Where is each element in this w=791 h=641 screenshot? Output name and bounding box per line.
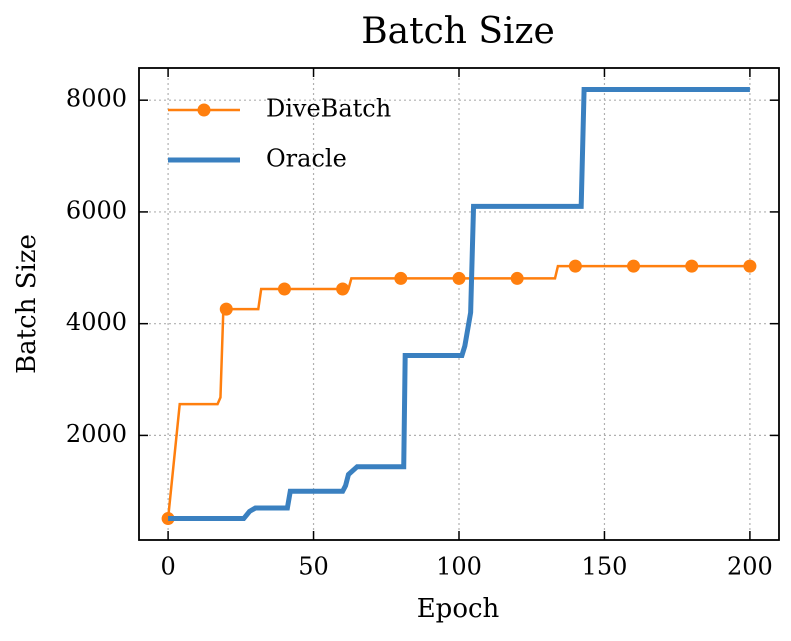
marker <box>277 282 291 296</box>
legend-label: DiveBatch <box>266 95 391 123</box>
marker <box>452 271 466 285</box>
marker <box>219 302 233 316</box>
plot-frame <box>138 67 780 541</box>
marker <box>510 271 524 285</box>
x-tick-label: 50 <box>298 553 329 581</box>
marker <box>685 259 699 273</box>
y-tick-label: 4000 <box>66 308 127 336</box>
marker <box>743 259 757 273</box>
x-tick-label: 150 <box>582 553 628 581</box>
legend-marker <box>197 103 211 117</box>
y-tick-label: 2000 <box>66 420 127 448</box>
x-tick-label: 100 <box>436 553 482 581</box>
marker <box>568 259 582 273</box>
y-axis-label: Batch Size <box>12 234 42 374</box>
marker <box>627 259 641 273</box>
legend-label: Oracle <box>266 145 347 173</box>
series-line <box>168 86 750 522</box>
marker <box>336 282 350 296</box>
marker <box>394 271 408 285</box>
x-axis-label: Epoch <box>417 594 500 624</box>
chart-title: Batch Size <box>361 11 555 52</box>
x-tick-label: 0 <box>160 553 175 581</box>
x-tick-label: 200 <box>727 553 773 581</box>
y-tick-label: 6000 <box>66 196 127 224</box>
y-tick-label: 8000 <box>66 85 127 113</box>
